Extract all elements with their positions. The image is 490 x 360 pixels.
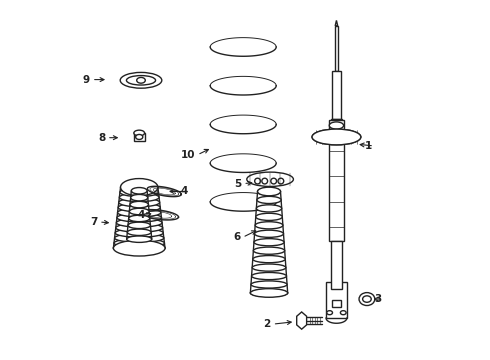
Bar	[326, 282, 347, 318]
Ellipse shape	[126, 236, 152, 242]
Bar	[331, 241, 342, 289]
Bar	[331, 119, 342, 128]
Ellipse shape	[251, 273, 287, 280]
Ellipse shape	[254, 239, 284, 246]
Text: 4: 4	[137, 210, 145, 220]
Text: 6: 6	[233, 232, 241, 242]
Text: 4: 4	[180, 186, 188, 197]
Polygon shape	[296, 312, 307, 329]
Ellipse shape	[119, 198, 160, 207]
Ellipse shape	[129, 215, 150, 222]
Ellipse shape	[136, 134, 143, 139]
Ellipse shape	[252, 264, 286, 271]
Ellipse shape	[120, 72, 162, 88]
Ellipse shape	[258, 188, 280, 195]
Ellipse shape	[118, 203, 160, 212]
Ellipse shape	[121, 183, 158, 192]
Ellipse shape	[253, 256, 285, 263]
Ellipse shape	[113, 244, 165, 252]
Ellipse shape	[131, 194, 148, 201]
Ellipse shape	[118, 208, 161, 217]
Ellipse shape	[115, 234, 164, 242]
Polygon shape	[335, 21, 338, 26]
Text: 1: 1	[365, 141, 372, 151]
Ellipse shape	[129, 208, 149, 215]
Ellipse shape	[257, 196, 281, 203]
Text: 10: 10	[181, 150, 196, 160]
Text: 8: 8	[98, 133, 105, 143]
Ellipse shape	[363, 296, 371, 302]
Bar	[335, 26, 338, 71]
Ellipse shape	[255, 222, 283, 229]
Ellipse shape	[250, 289, 288, 297]
Ellipse shape	[258, 187, 280, 196]
Ellipse shape	[120, 188, 158, 197]
Bar	[329, 120, 343, 129]
Text: 3: 3	[374, 294, 381, 304]
Ellipse shape	[262, 178, 268, 184]
Ellipse shape	[114, 239, 165, 247]
Ellipse shape	[115, 229, 163, 237]
Ellipse shape	[329, 122, 343, 129]
Ellipse shape	[126, 76, 155, 85]
Ellipse shape	[116, 224, 163, 232]
Text: 2: 2	[264, 319, 271, 329]
Bar	[134, 133, 145, 141]
Ellipse shape	[127, 229, 151, 235]
Ellipse shape	[312, 129, 361, 145]
Ellipse shape	[251, 281, 287, 288]
Ellipse shape	[250, 289, 288, 297]
Ellipse shape	[121, 179, 158, 196]
Text: 9: 9	[83, 75, 90, 85]
Ellipse shape	[255, 178, 260, 184]
Bar	[329, 137, 343, 241]
Ellipse shape	[131, 188, 147, 194]
Ellipse shape	[120, 193, 159, 202]
Ellipse shape	[341, 311, 346, 315]
Ellipse shape	[255, 230, 284, 237]
Ellipse shape	[359, 293, 375, 306]
Ellipse shape	[327, 311, 333, 315]
Ellipse shape	[271, 178, 276, 184]
Ellipse shape	[256, 213, 282, 220]
Ellipse shape	[253, 247, 285, 254]
Ellipse shape	[130, 201, 148, 208]
Ellipse shape	[137, 77, 146, 83]
Bar	[332, 71, 341, 119]
Text: 5: 5	[234, 179, 242, 189]
Ellipse shape	[134, 130, 145, 136]
Bar	[332, 300, 341, 307]
Ellipse shape	[117, 219, 162, 227]
Ellipse shape	[278, 178, 284, 184]
Ellipse shape	[312, 129, 361, 145]
Text: 7: 7	[90, 217, 97, 227]
Ellipse shape	[113, 240, 165, 256]
Ellipse shape	[117, 213, 161, 222]
Ellipse shape	[256, 205, 282, 212]
Ellipse shape	[128, 222, 150, 229]
Ellipse shape	[247, 172, 294, 186]
